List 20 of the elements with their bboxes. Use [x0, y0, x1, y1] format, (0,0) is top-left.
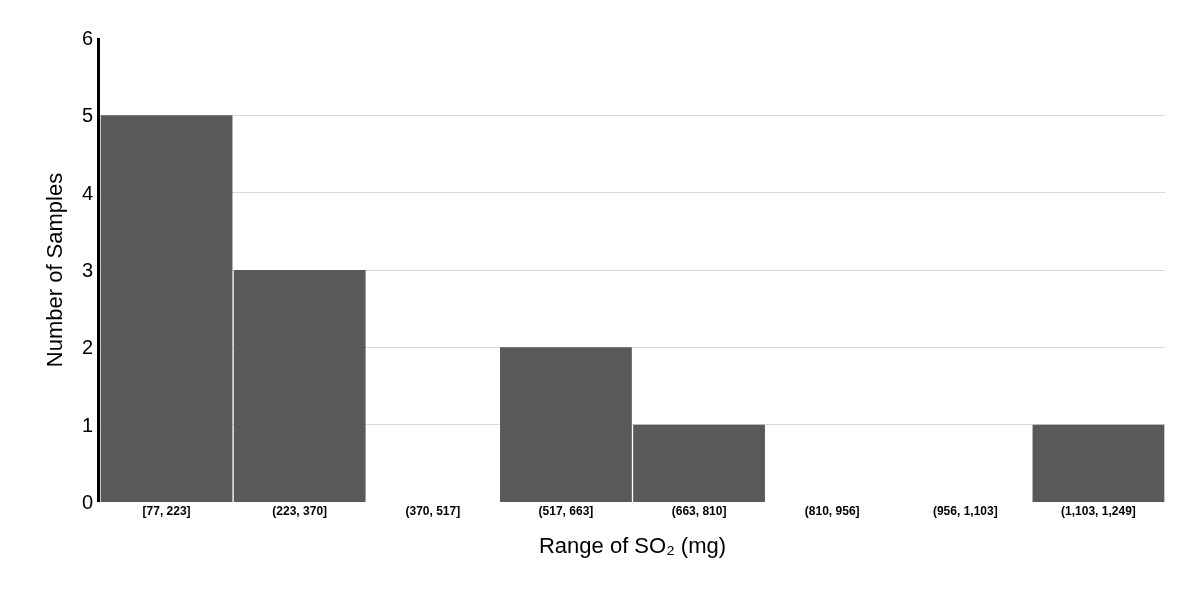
y-tick-label: 3: [81, 259, 93, 281]
x-tick-label: (223, 370]: [272, 504, 328, 518]
x-tick-label: (810, 956]: [804, 504, 860, 518]
y-tick-label: 2: [81, 336, 93, 359]
x-tick-label: (517, 663]: [538, 504, 594, 518]
y-tick-label: 6: [81, 27, 93, 49]
x-axis-title: Range of SO₂ (mg): [538, 532, 727, 558]
x-tick-label: (370, 517]: [405, 504, 461, 518]
bar: [1032, 424, 1165, 502]
y-tick-label: 1: [81, 413, 93, 436]
x-tick-label: (663, 810]: [671, 504, 727, 518]
x-tick-label: (1,103, 1,249]: [1061, 504, 1136, 518]
y-axis-title: Number of Samples: [41, 172, 67, 368]
y-tick-label: 4: [81, 181, 93, 204]
x-tick-label: [77, 223]: [142, 504, 191, 518]
y-tick-label: 0: [81, 491, 93, 513]
y-tick-label: 5: [81, 104, 93, 127]
x-tick-label: (956, 1,103]: [932, 504, 998, 518]
bar: [233, 270, 366, 502]
bar: [100, 115, 233, 502]
